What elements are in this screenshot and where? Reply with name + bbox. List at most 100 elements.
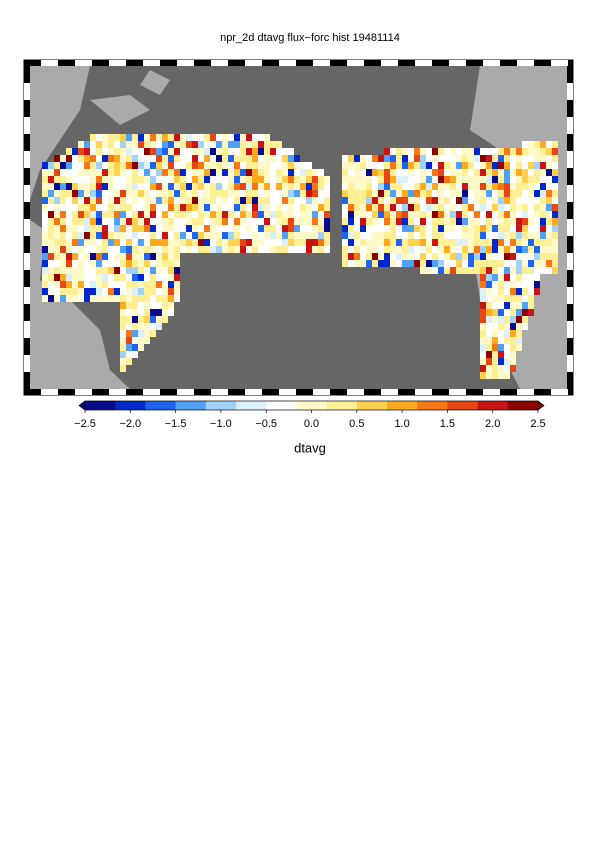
map-cell xyxy=(510,197,516,204)
map-cell xyxy=(306,225,312,232)
map-cell xyxy=(546,253,552,260)
map-cell xyxy=(48,253,54,260)
map-cell xyxy=(144,225,150,232)
map-cell xyxy=(240,211,246,218)
frame-segment xyxy=(567,185,573,202)
map-cell xyxy=(492,246,498,253)
map-cell xyxy=(234,204,240,211)
map-cell xyxy=(42,288,48,295)
map-cell xyxy=(126,155,132,162)
map-cell xyxy=(156,169,162,176)
map-cell xyxy=(54,232,60,239)
map-cell xyxy=(438,197,444,204)
map-cell xyxy=(90,232,96,239)
map-cell xyxy=(552,141,558,148)
map-cell xyxy=(510,232,516,239)
map-cell xyxy=(432,204,438,211)
map-cell xyxy=(420,253,426,260)
map-cell xyxy=(168,253,174,260)
map-cell xyxy=(372,176,378,183)
map-cell xyxy=(282,148,288,155)
map-cell xyxy=(546,176,552,183)
map-cell xyxy=(402,190,408,197)
map-cell xyxy=(546,225,552,232)
map-cell xyxy=(174,267,180,274)
map-cell xyxy=(420,218,426,225)
map-cell xyxy=(312,169,318,176)
map-cell xyxy=(96,162,102,169)
frame-segment xyxy=(534,60,551,66)
map-cell xyxy=(342,197,348,204)
map-cell xyxy=(360,176,366,183)
map-cell xyxy=(498,295,504,302)
map-cell xyxy=(492,267,498,274)
frame-segment xyxy=(567,168,573,185)
map-cell xyxy=(546,211,552,218)
map-cell xyxy=(438,162,444,169)
map-cell xyxy=(468,218,474,225)
map-cell xyxy=(486,162,492,169)
map-cell xyxy=(138,155,144,162)
map-cell xyxy=(246,169,252,176)
map-cell xyxy=(408,190,414,197)
colorbar-swatch xyxy=(205,401,237,410)
map-cell xyxy=(492,197,498,204)
map-cell xyxy=(552,197,558,204)
map-cell xyxy=(420,148,426,155)
map-cell xyxy=(72,295,78,302)
map-cell xyxy=(498,260,504,267)
map-cell xyxy=(156,225,162,232)
map-cell xyxy=(456,253,462,260)
colorbar-swatch xyxy=(145,401,176,410)
map-cell xyxy=(516,169,522,176)
map-cell xyxy=(102,218,108,225)
map-cell xyxy=(90,190,96,197)
map-cell xyxy=(492,337,498,344)
map-cell xyxy=(498,155,504,162)
map-cell xyxy=(366,197,372,204)
map-cell xyxy=(516,162,522,169)
frame-segment xyxy=(567,202,573,219)
map-cell xyxy=(72,183,78,190)
map-cell xyxy=(504,337,510,344)
map-cell xyxy=(84,169,90,176)
map-cell xyxy=(516,309,522,316)
map-cell xyxy=(114,246,120,253)
land xyxy=(140,70,170,95)
frame-segment xyxy=(567,134,573,151)
map-cell xyxy=(132,190,138,197)
colorbar-swatch xyxy=(296,401,327,410)
map-cell xyxy=(108,204,114,211)
map-cell xyxy=(120,211,126,218)
map-cell xyxy=(348,225,354,232)
map-cell xyxy=(540,232,546,239)
map-cell xyxy=(510,239,516,246)
map-cell xyxy=(408,162,414,169)
map-cell xyxy=(192,197,198,204)
map-cell xyxy=(234,169,240,176)
map-cell xyxy=(480,351,486,358)
map-cell xyxy=(66,232,72,239)
map-cell xyxy=(360,204,366,211)
map-cell xyxy=(510,274,516,281)
map-cell xyxy=(48,190,54,197)
map-cell xyxy=(66,197,72,204)
map-cell xyxy=(264,197,270,204)
map-cell xyxy=(138,225,144,232)
map-cell xyxy=(402,155,408,162)
map-cell xyxy=(162,134,168,141)
map-cell xyxy=(126,344,132,351)
map-cell xyxy=(420,239,426,246)
map-cell xyxy=(492,148,498,155)
map-cell xyxy=(486,155,492,162)
map-cell xyxy=(372,232,378,239)
map-cell xyxy=(372,225,378,232)
map-cell xyxy=(276,239,282,246)
map-cell xyxy=(66,211,72,218)
map-cell xyxy=(108,232,114,239)
map-cell xyxy=(102,176,108,183)
map-cell xyxy=(246,155,252,162)
map-cell xyxy=(420,197,426,204)
map-cell xyxy=(504,365,510,372)
map-cell xyxy=(342,183,348,190)
